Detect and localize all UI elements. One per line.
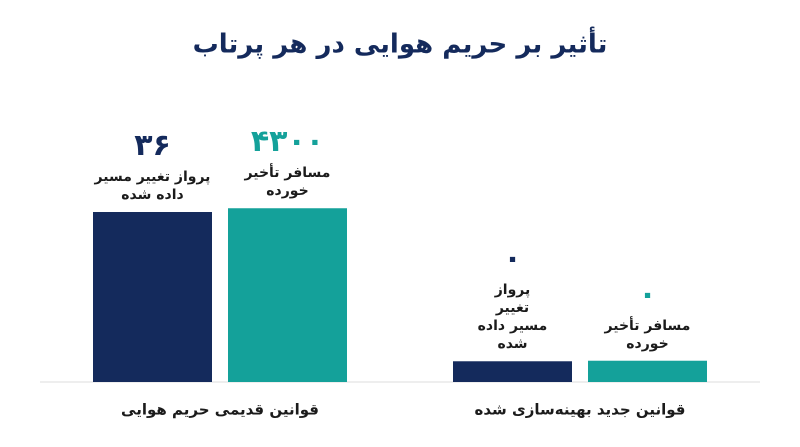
x-tick-label: قوانین جدید بهینه‌سازی شده <box>475 401 686 419</box>
x-tick-label: قوانین قدیمی حریم هوایی <box>121 401 319 419</box>
bar-label: ۴۳۰۰ مسافر تأخیر خورده <box>208 124 368 200</box>
value-label: ۴۳۰۰ <box>250 124 325 160</box>
value-label: ۰ <box>638 276 657 312</box>
bar-label: ۰ مسافر تأخیر خورده <box>568 277 728 353</box>
series-name: پرواز تغییر مسیر داده شده <box>94 169 211 204</box>
bar-label: ۰ پرواز تغییر مسیر داده شده <box>433 241 593 353</box>
bar <box>93 212 212 382</box>
bar <box>588 360 707 382</box>
chart-title: تأثیر بر حریم هوایی در هر پرتاب <box>193 27 608 60</box>
bar-label: ۳۶ پرواز تغییر مسیر داده شده <box>73 128 233 204</box>
bar <box>228 208 347 382</box>
series-name: پرواز تغییر مسیر داده شده <box>477 282 548 353</box>
bar <box>453 361 572 382</box>
value-label: ۳۶ <box>134 128 171 164</box>
series-name: مسافر تأخیر خورده <box>604 317 691 352</box>
value-label: ۰ <box>503 241 522 277</box>
series-name: مسافر تأخیر خورده <box>244 165 331 200</box>
